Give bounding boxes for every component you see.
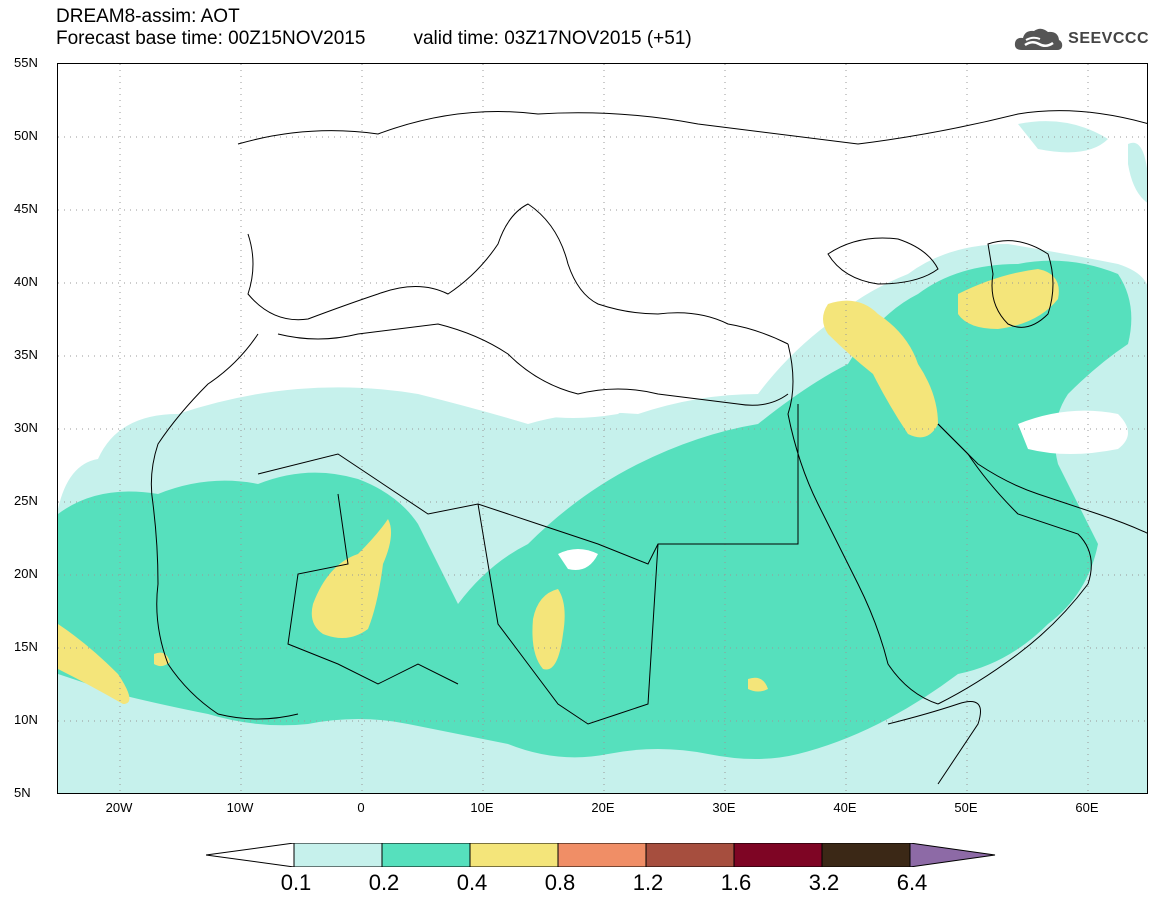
lon-label: 0 [357,800,365,815]
lon-label: 60E [1075,800,1099,815]
seevccc-logo: SEEVCCC [1012,24,1149,54]
lon-label: 30E [712,800,736,815]
aot-field-clear-patches [508,359,1128,570]
legend-swatch [645,843,735,867]
legend-swatch [733,843,823,867]
legend-swatch [381,843,471,867]
legend-label: 6.4 [896,870,928,895]
lat-label: 20N [14,566,38,581]
cloud-logo-icon [1015,28,1063,50]
legend-label: 0.8 [544,870,576,895]
legend-swatch-above [909,843,996,867]
lon-label: 20E [591,800,615,815]
persian-gulf [937,423,1147,534]
legend-label: 0.2 [368,870,400,895]
legend-swatch [293,843,383,867]
northern-borders [237,110,1147,145]
black-sea [827,237,939,285]
lat-label: 10N [14,712,38,727]
lat-label: 35N [14,347,38,362]
legend-swatch [557,843,647,867]
coastlines-and-borders [150,110,1147,785]
product-title: DREAM8-assim: AOT [56,6,240,27]
inland-borders-2 [287,493,459,685]
lon-label: 20W [105,800,133,815]
legend-swatch-below [206,843,295,867]
lat-label: 50N [14,128,38,143]
map-panel [57,63,1148,794]
europe-coast [247,203,789,345]
valid-time: valid time: 03Z17NOV2015 (+51) [413,28,692,49]
lat-label: 40N [14,274,38,289]
legend-label: 0.4 [456,870,488,895]
legend-label: 1.2 [632,870,664,895]
legend-swatch [469,843,559,867]
time-line: Forecast base time: 00Z15NOV2015 valid ti… [56,28,692,50]
north-africa-coast [277,323,789,406]
lat-label: 15N [14,639,38,654]
lat-label: 5N [14,785,31,800]
lon-label: 40E [833,800,857,815]
lon-label: 10E [470,800,494,815]
lon-label: 10W [226,800,254,815]
west-africa-coast [150,333,299,720]
lat-label: 45N [14,201,38,216]
sahara-borders [257,404,799,565]
map-canvas [58,64,1147,793]
legend-label: 1.6 [720,870,752,895]
legend-label: 3.2 [808,870,840,895]
color-legend [206,843,996,867]
aot-field-mid [58,269,1059,704]
title-block: DREAM8-assim: AOT Forecast base time: 00… [56,6,692,50]
logo-text: SEEVCCC [1068,30,1149,47]
base-time: Forecast base time: 00Z15NOV2015 [56,28,366,49]
lat-label: 55N [14,55,38,70]
levant-red-sea [787,343,939,705]
lat-label: 30N [14,420,38,435]
horn-of-africa [887,701,981,785]
lon-label: 50E [954,800,978,815]
lat-label: 25N [14,493,38,508]
legend-swatch [821,843,911,867]
caspian-sea [987,240,1054,328]
inland-borders-1 [477,503,659,725]
legend-label: 0.1 [280,870,312,895]
